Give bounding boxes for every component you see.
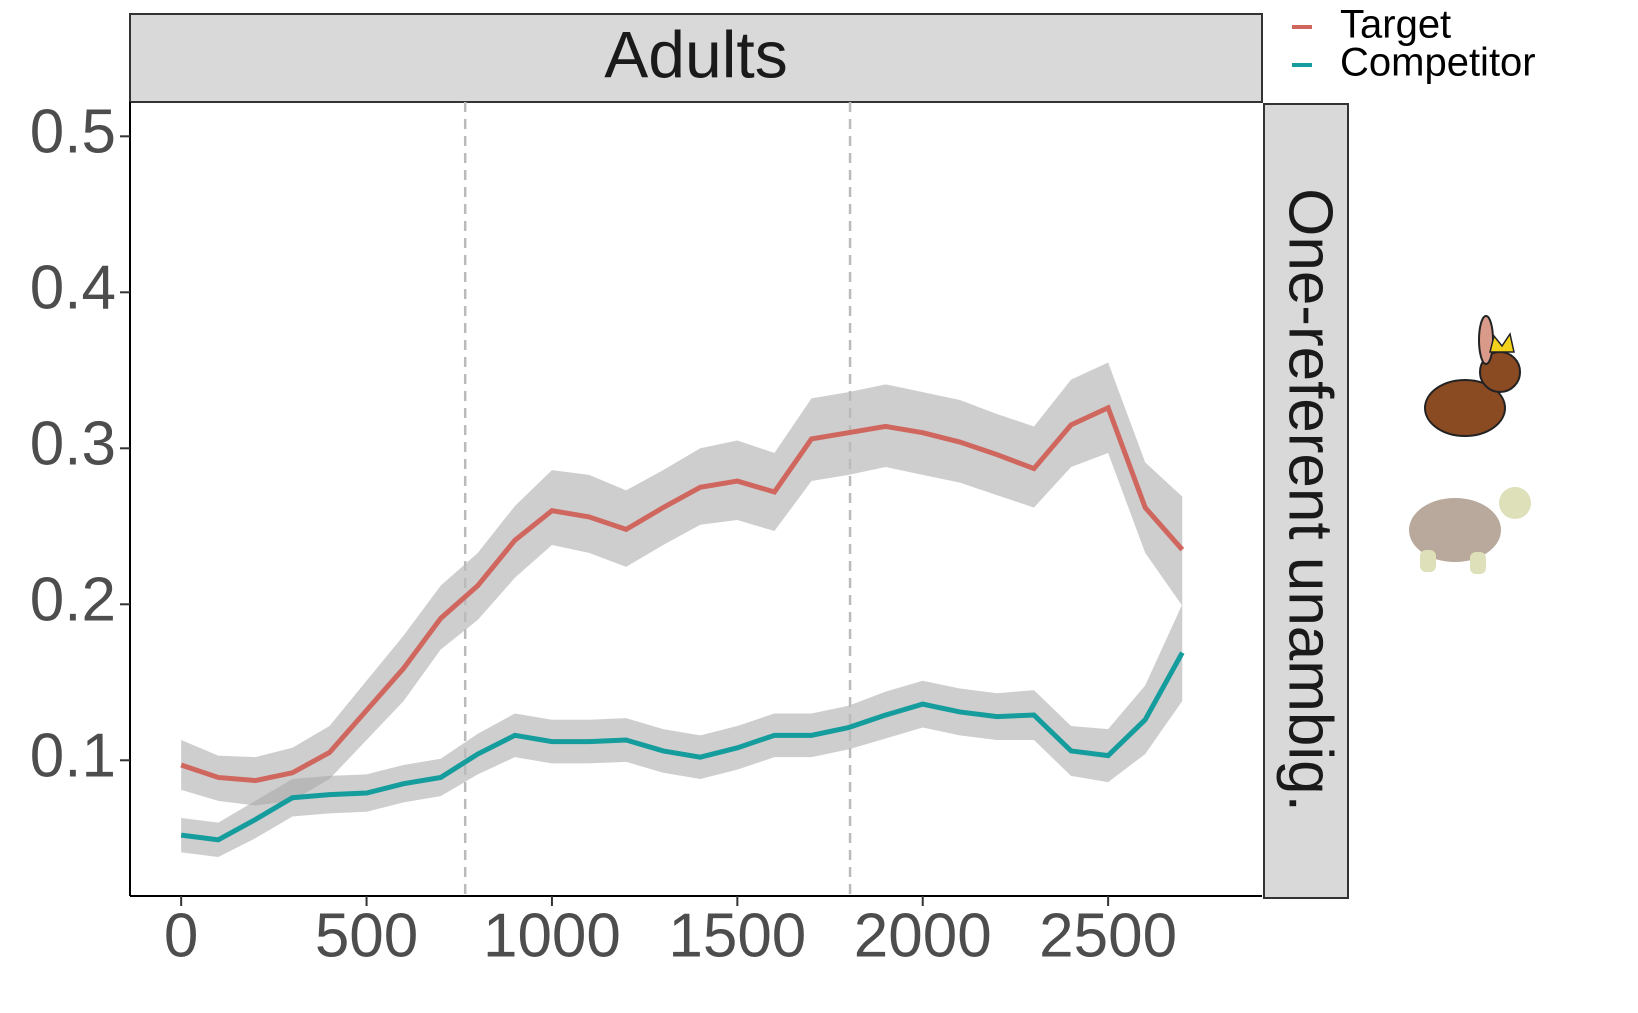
x-tick-label: 500 [315, 901, 418, 970]
legend-label: Competitor [1340, 41, 1536, 85]
y-tick-label: 0.3 [30, 410, 116, 479]
x-tick-label: 1000 [483, 901, 621, 970]
plot-area [181, 102, 1182, 896]
x-tick-label: 2000 [854, 901, 992, 970]
x-tick-label: 0 [164, 901, 198, 970]
page: {"chart_data": {"type": "line", "strip_t… [0, 0, 1638, 1013]
y-tick-label: 0.2 [30, 566, 116, 635]
y-tick-label: 0.4 [30, 254, 116, 323]
chart: Adults One-referent unambig. 0.1 0.2 0.3 0.… [0, 0, 1638, 1013]
rabbit-icon [1425, 316, 1520, 436]
x-tick-label: 1500 [668, 901, 806, 970]
y-tick-label: 0.5 [30, 98, 116, 167]
strip-title: Adults [604, 17, 787, 91]
x-tick-label: 2500 [1039, 901, 1177, 970]
facet-label: One-referent unambig. [1276, 188, 1345, 812]
y-tick-label: 0.1 [30, 722, 116, 791]
turtle-icon [1409, 487, 1531, 574]
